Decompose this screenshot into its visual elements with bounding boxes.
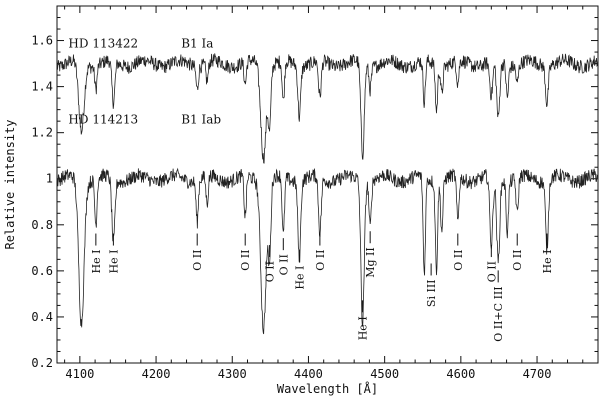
y-tick-label: 0.2 [31,356,53,370]
line-label: O II+C III [492,286,505,341]
line-label: O II [191,250,204,271]
line-label: O II [452,250,465,271]
x-tick-label: 4200 [142,367,171,381]
x-tick-label: 4700 [523,367,552,381]
line-label: O II [264,261,277,282]
line-label: He I [357,316,370,340]
line-label: O II [511,250,524,271]
plot-frame [56,5,599,364]
line-label: Si III [425,279,438,307]
x-tick-label: 4600 [446,367,475,381]
series-type-hd113422: B1 Ia [181,36,213,50]
line-label: O II [277,254,290,275]
line-label: He I [293,266,306,290]
y-tick-label: 0.8 [31,218,53,232]
series-type-hd114213: B1 Iab [181,112,221,126]
spectrum-line-hd114213 [56,167,599,335]
line-label: He I [90,250,103,274]
y-tick-label: 1.6 [31,34,53,48]
x-tick-label: 4500 [370,367,399,381]
series-name-hd114213: HD 114213 [68,112,138,126]
y-tick-label: 1.2 [31,126,53,140]
series-name-hd113422: HD 113422 [68,36,138,50]
y-tick-label: 0.6 [31,264,53,278]
line-label: He I [107,250,120,274]
y-tick-label: 1.4 [31,80,53,94]
spectrum-line-hd113422 [56,53,599,164]
line-label: He I [541,250,554,274]
x-axis-label: Wavelength [Å] [277,381,378,396]
y-axis-label: Relative intensity [3,119,17,249]
line-label: O II [485,261,498,282]
x-tick-label: 4300 [218,367,247,381]
spectra [56,53,599,335]
line-label: O II [314,250,327,271]
y-tick-label: 1 [46,172,53,186]
x-tick-label: 4400 [294,367,323,381]
x-tick-label: 4100 [65,367,94,381]
y-tick-label: 0.4 [31,310,53,324]
line-label: Mg II [364,247,377,277]
axis-ticks: 4100 4200 4300 4400 4500 4600 4700 0.2 0.4 0.6 0.8… [31,5,599,381]
line-label: O II [239,250,252,271]
